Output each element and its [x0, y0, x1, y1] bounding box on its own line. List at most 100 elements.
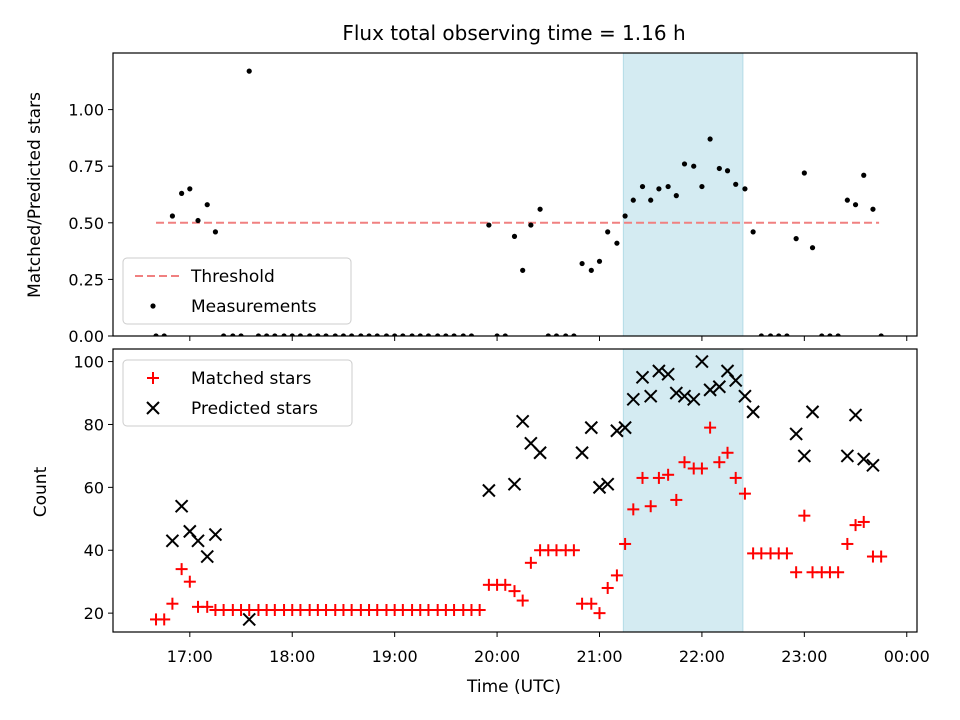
predicted-star-point [797, 449, 812, 463]
matched-star-point [508, 585, 521, 598]
predicted-star-point [712, 380, 727, 394]
predicted-star-point [635, 370, 650, 385]
measurement-point [605, 229, 611, 235]
measurement-point [579, 260, 585, 267]
measurement-point [468, 333, 475, 336]
measurement-point [179, 190, 185, 196]
measurement-point [571, 333, 577, 336]
measurement-point [819, 333, 825, 336]
predicted-star-point [866, 458, 880, 473]
matched-star-point [704, 421, 717, 434]
matched-star-point [721, 446, 734, 459]
measurement-point [409, 333, 415, 336]
predicted-star-point [652, 364, 666, 378]
chart-title: Flux total observing time = 1.16 h [342, 21, 685, 45]
measurement-point [289, 333, 295, 336]
measurements-legend-label: Measurements [191, 297, 317, 317]
measurement-point [297, 333, 304, 336]
matched-legend-label: Matched stars [191, 369, 311, 389]
predicted-star-point [618, 420, 632, 435]
predicted-star-point [515, 414, 530, 429]
matched-star-point [729, 471, 742, 484]
measurement-point [392, 333, 398, 336]
predicted-star-point [208, 527, 223, 542]
matched-star-point [201, 600, 214, 613]
matched-star-point [662, 468, 675, 481]
measurement-point [417, 333, 423, 336]
x-tick-label: 00:00 [884, 647, 930, 666]
measurement-point [724, 168, 731, 174]
measurement-point [784, 333, 790, 336]
measurement-point [272, 333, 278, 336]
count-y-tick-label: 20 [84, 604, 104, 623]
measurement-point [255, 333, 262, 336]
predicted-legend-swatch [146, 401, 160, 415]
measurement-point [776, 333, 782, 336]
x-tick-label: 19:00 [372, 647, 418, 666]
measurement-point [639, 183, 646, 190]
measurement-point [204, 202, 210, 208]
measurement-point [349, 333, 355, 336]
measurement-point [435, 333, 441, 336]
predicted-star-point [703, 383, 717, 397]
ratio-panel: 0.00 0.25 0.50 0.75 1.00 Matched/Predicted s… [25, 52, 918, 346]
matched-star-point [849, 519, 862, 532]
measurement-point [169, 213, 176, 219]
ratio-panel-frame [112, 52, 918, 337]
measurement-point [212, 229, 219, 235]
measurement-point [358, 333, 364, 336]
matched-star-point [644, 500, 657, 513]
ratio-y-tick-label: 0.00 [68, 327, 104, 346]
measurement-point [374, 333, 380, 336]
predicted-star-point [626, 392, 641, 407]
matched-star-point [841, 537, 854, 550]
ratio-y-tick-label: 1.00 [68, 101, 104, 120]
matched-star-point [678, 456, 691, 469]
matched-star-point [670, 493, 683, 506]
x-axis-label: Time (UTC) [466, 677, 561, 697]
measurement-point [622, 213, 628, 219]
x-tick-label: 18:00 [269, 647, 315, 666]
matched-star-point [832, 566, 845, 579]
measurement-point [307, 333, 313, 336]
measurement-point [673, 193, 679, 199]
measurement-point [323, 333, 329, 336]
predicted-star-point [840, 449, 855, 463]
measurement-point [733, 181, 739, 187]
matched-legend-swatch [147, 372, 159, 384]
measurement-point [648, 197, 654, 203]
x-tick-label: 17:00 [167, 647, 213, 666]
measurement-point [366, 333, 372, 336]
count-panel: 20 40 60 80 100 17:00 18:00 19:00 20:00 21:00 22:… [31, 348, 930, 697]
measurement-point [486, 222, 492, 228]
matched-star-point [183, 575, 196, 588]
measurement-point [691, 163, 697, 169]
measurement-point [588, 267, 594, 273]
ratio-y-tick-label: 0.25 [68, 270, 104, 289]
measurement-point [238, 333, 244, 336]
matched-star-point [516, 594, 529, 607]
measurement-point [161, 333, 167, 336]
measurement-point [332, 333, 338, 336]
count-legend: Matched stars Predicted stars [122, 359, 353, 427]
predicted-star-point [746, 405, 760, 419]
measurements-legend-swatch [150, 303, 156, 309]
predicted-star-point [669, 386, 684, 400]
predicted-star-point [533, 446, 547, 460]
x-tick-label: 23:00 [781, 647, 827, 666]
matched-star-point [627, 503, 640, 516]
measurement-point [195, 217, 201, 224]
predicted-star-point [174, 499, 189, 513]
predicted-star-point [165, 534, 180, 548]
observing-window-span [622, 52, 744, 337]
measurement-point [809, 245, 816, 251]
measurement-point [844, 197, 850, 203]
measurement-point [230, 333, 236, 336]
matched-star-point [857, 515, 870, 528]
measurement-point [502, 333, 508, 336]
measurement-point [425, 333, 432, 336]
measurement-point [537, 206, 543, 212]
measurement-point [153, 333, 159, 336]
matched-star-point [166, 597, 179, 610]
